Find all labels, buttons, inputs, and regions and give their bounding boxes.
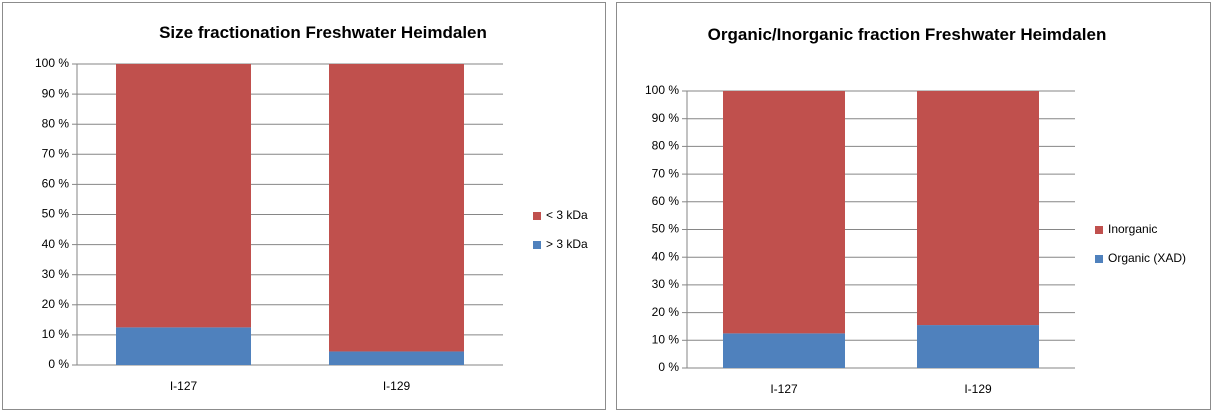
y-tick-label: 50 % <box>652 222 680 236</box>
y-tick-label: 0 % <box>48 357 69 371</box>
bar-segment <box>723 91 845 334</box>
chart-panel: Organic/Inorganic fraction Freshwater He… <box>616 2 1211 410</box>
y-tick-label: 50 % <box>42 207 70 221</box>
legend-swatch <box>533 212 541 220</box>
legend-label: Inorganic <box>1108 222 1157 236</box>
bar-segment <box>116 64 251 328</box>
y-tick-label: 70 % <box>652 166 680 180</box>
bar-segment <box>917 91 1039 326</box>
legend-swatch <box>1095 255 1103 263</box>
legend-label: Organic (XAD) <box>1108 251 1186 265</box>
chart-panel: Size fractionation Freshwater Heimdalen 0… <box>2 2 606 410</box>
legend-label: < 3 kDa <box>546 208 588 222</box>
y-tick-label: 70 % <box>42 146 70 160</box>
x-tick-label: I-127 <box>770 382 798 396</box>
y-tick-label: 100 % <box>35 56 69 70</box>
bar-segment <box>723 333 845 368</box>
y-tick-label: 90 % <box>42 86 70 100</box>
bar-segment <box>329 64 464 352</box>
x-tick-label: I-129 <box>964 382 992 396</box>
y-tick-label: 30 % <box>42 267 70 281</box>
chart: 0 % 10 % 20 % 30 % 40 % 50 % 60 % 70 % 80 % 90 % 1… <box>645 83 1186 396</box>
y-tick-label: 30 % <box>652 277 680 291</box>
legend-swatch <box>1095 226 1103 234</box>
chart: 0 % 10 % 20 % 30 % 40 % 50 % 60 % 70 % 80 % 90 % 1… <box>35 56 588 393</box>
y-tick-label: 10 % <box>42 327 70 341</box>
bar-segment <box>116 327 251 365</box>
bar-segment <box>917 325 1039 368</box>
y-tick-label: 90 % <box>652 111 680 125</box>
legend-swatch <box>533 241 541 249</box>
y-tick-label: 20 % <box>42 297 70 311</box>
x-tick-label: I-129 <box>383 379 411 393</box>
y-tick-label: 10 % <box>652 332 680 346</box>
y-tick-label: 100 % <box>645 83 679 97</box>
y-tick-label: 60 % <box>42 177 70 191</box>
y-tick-label: 0 % <box>658 360 679 374</box>
y-tick-label: 80 % <box>652 139 680 153</box>
y-tick-label: 60 % <box>652 194 680 208</box>
y-tick-label: 40 % <box>42 237 70 251</box>
y-tick-label: 40 % <box>652 249 680 263</box>
legend-label: > 3 kDa <box>546 237 588 251</box>
x-tick-label: I-127 <box>170 379 198 393</box>
bar-segment <box>329 351 464 365</box>
y-tick-label: 80 % <box>42 116 70 130</box>
y-tick-label: 20 % <box>652 305 680 319</box>
chart-title: Size fractionation Freshwater Heimdalen <box>159 23 487 42</box>
chart-title: Organic/Inorganic fraction Freshwater He… <box>707 25 1107 44</box>
